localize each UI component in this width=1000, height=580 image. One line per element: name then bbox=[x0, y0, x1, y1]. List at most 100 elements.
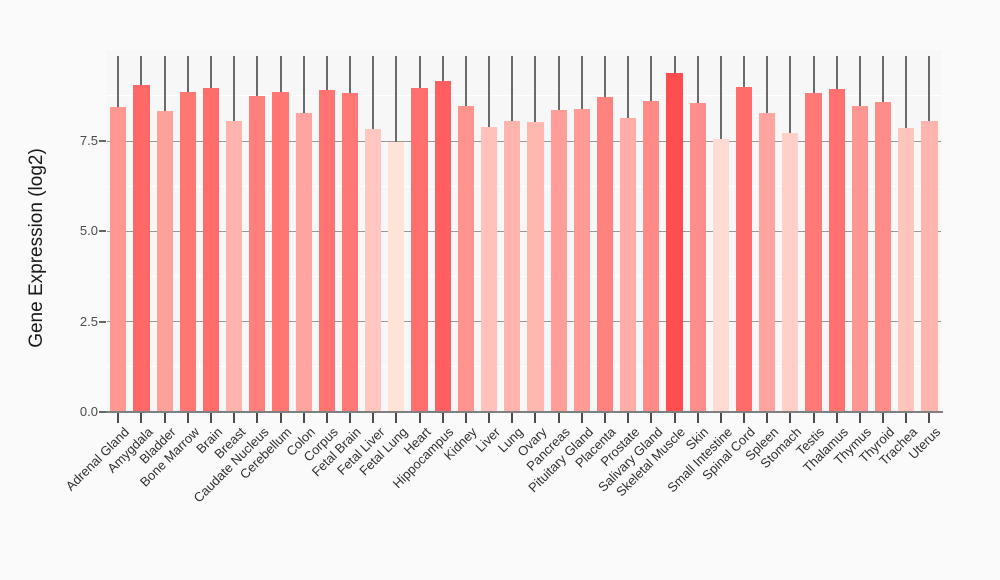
error-whisker bbox=[441, 56, 444, 82]
bar-salivary-gland bbox=[643, 100, 660, 412]
error-whisker bbox=[256, 56, 259, 96]
bar-stomach bbox=[782, 133, 799, 412]
bar-pituitary-gland bbox=[573, 108, 590, 412]
y-axis-tick bbox=[99, 320, 106, 323]
x-axis-tick bbox=[928, 413, 931, 423]
error-whisker bbox=[302, 56, 305, 113]
error-whisker bbox=[395, 56, 398, 142]
x-axis-tick bbox=[650, 413, 653, 423]
x-axis-tick bbox=[905, 413, 908, 423]
bar-uterus bbox=[921, 121, 938, 412]
x-axis-tick bbox=[395, 413, 398, 423]
major-gridline bbox=[106, 321, 941, 323]
x-axis-tick bbox=[418, 413, 421, 423]
bar-bone-marrow bbox=[179, 91, 196, 412]
bar-fetal-lung bbox=[388, 141, 405, 412]
minor-gridline bbox=[106, 95, 941, 97]
error-whisker bbox=[210, 56, 212, 88]
error-whisker bbox=[163, 56, 166, 112]
error-whisker bbox=[928, 56, 931, 122]
error-whisker bbox=[766, 56, 769, 113]
x-axis-tick bbox=[372, 413, 375, 423]
minor-gridline bbox=[106, 185, 941, 187]
y-tick-label: 7.5 bbox=[79, 133, 98, 149]
bar-fetal-brain bbox=[341, 92, 359, 412]
bar-thalamus bbox=[828, 88, 845, 412]
y-axis-tick bbox=[99, 230, 106, 233]
error-whisker bbox=[743, 56, 746, 87]
bar-heart bbox=[411, 88, 428, 412]
bar-skin bbox=[689, 102, 706, 412]
error-whisker bbox=[534, 56, 537, 122]
x-axis-line bbox=[100, 411, 943, 413]
error-whisker bbox=[186, 56, 189, 92]
bar-adrenal-gland bbox=[110, 106, 127, 412]
x-axis-tick bbox=[279, 413, 282, 423]
y-axis-tick bbox=[99, 411, 106, 413]
bar-fetal-liver bbox=[365, 129, 382, 412]
x-axis-tick bbox=[719, 413, 722, 423]
error-whisker bbox=[279, 56, 282, 92]
bar-skeletal-muscle bbox=[666, 72, 683, 412]
error-whisker bbox=[464, 56, 467, 106]
x-axis-tick bbox=[488, 413, 491, 423]
x-axis-tick bbox=[766, 413, 769, 423]
bar-prostate bbox=[620, 117, 637, 412]
bar-brain bbox=[202, 87, 220, 412]
bar-pancreas bbox=[550, 109, 567, 412]
error-whisker bbox=[858, 56, 861, 106]
x-axis-tick bbox=[117, 413, 120, 423]
major-gridline bbox=[106, 230, 941, 232]
x-axis-tick bbox=[140, 413, 143, 423]
error-whisker bbox=[511, 56, 514, 121]
error-whisker bbox=[673, 56, 676, 73]
y-axis-tick bbox=[99, 140, 106, 143]
error-whisker bbox=[789, 56, 792, 134]
bar-breast bbox=[226, 121, 243, 412]
x-axis-tick bbox=[256, 413, 259, 423]
bar-liver bbox=[481, 126, 498, 412]
error-whisker bbox=[557, 56, 560, 110]
bar-trachea bbox=[898, 128, 915, 412]
x-axis-tick bbox=[580, 413, 583, 423]
bar-thyroid bbox=[874, 101, 892, 412]
error-whisker bbox=[603, 56, 606, 97]
bar-caudate-nucleus bbox=[249, 95, 266, 412]
bar-spleen bbox=[759, 112, 776, 412]
bar-colon bbox=[295, 112, 312, 412]
x-axis-tick bbox=[210, 413, 212, 423]
error-whisker bbox=[325, 56, 328, 91]
y-tick-label: 0.0 bbox=[79, 404, 98, 419]
minor-gridline bbox=[106, 276, 941, 277]
error-whisker bbox=[233, 56, 236, 122]
error-whisker bbox=[488, 56, 491, 127]
bar-hippocampus bbox=[434, 81, 451, 412]
major-gridline bbox=[106, 140, 941, 142]
error-whisker bbox=[835, 56, 838, 89]
y-tick-label: 2.5 bbox=[79, 313, 98, 329]
x-axis-tick bbox=[603, 413, 606, 423]
bar-lung bbox=[504, 120, 521, 412]
x-axis-tick bbox=[511, 413, 514, 423]
x-axis-tick bbox=[882, 413, 885, 423]
bar-cerebellum bbox=[272, 91, 289, 412]
bar-thymus bbox=[851, 105, 868, 412]
bar-bladder bbox=[156, 111, 173, 412]
bar-corpus bbox=[318, 90, 335, 412]
x-axis-tick bbox=[233, 413, 236, 423]
error-whisker bbox=[580, 56, 583, 109]
error-whisker bbox=[719, 56, 722, 140]
x-axis-tick bbox=[743, 413, 746, 423]
x-axis-tick bbox=[673, 413, 676, 423]
x-axis-tick bbox=[812, 413, 815, 423]
x-axis-tick bbox=[534, 413, 537, 423]
x-axis-tick bbox=[557, 413, 560, 423]
bar-ovary bbox=[527, 121, 544, 412]
x-axis-tick bbox=[696, 413, 699, 423]
error-whisker bbox=[905, 56, 908, 129]
error-whisker bbox=[372, 56, 375, 130]
x-axis-tick bbox=[627, 413, 630, 423]
bar-testis bbox=[805, 93, 822, 412]
